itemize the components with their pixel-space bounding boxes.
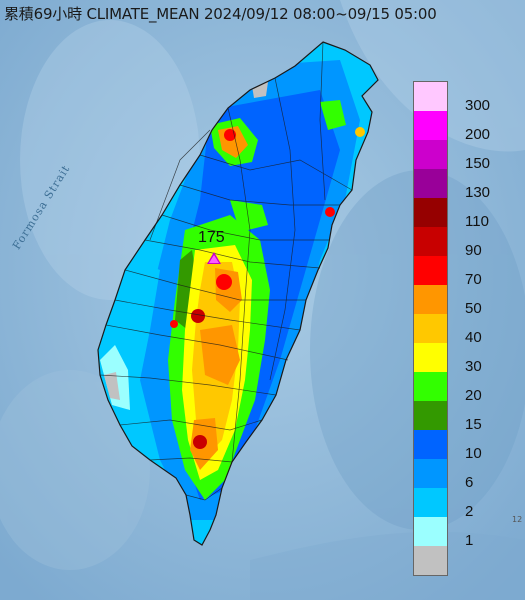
legend-label: 130 — [465, 184, 491, 201]
admin-boundaries — [99, 41, 353, 501]
legend-swatch — [414, 111, 447, 140]
no-rain-west — [104, 372, 120, 400]
legend-swatch — [414, 314, 447, 343]
rain-core-70mm-northwest — [224, 129, 236, 141]
island-outline — [97, 41, 379, 546]
legend-label: 90 — [465, 242, 482, 259]
legend-label: 70 — [465, 271, 482, 288]
legend-swatch — [414, 198, 447, 227]
legend-label: 15 — [465, 416, 482, 433]
legend-label: 1 — [465, 532, 474, 549]
rain-core-70mm-east — [325, 207, 335, 217]
legend-label: 6 — [465, 474, 474, 491]
legend-swatch — [414, 169, 447, 198]
legend-label: 200 — [465, 126, 491, 143]
peak-value-label: 175 — [198, 229, 225, 246]
legend-swatch — [414, 517, 447, 546]
rain-core-40mm-northeast — [355, 127, 365, 137]
legend-swatch — [414, 227, 447, 256]
legend-swatch — [414, 140, 447, 169]
rain-zone-50mm-central — [200, 325, 240, 385]
legend-label: 40 — [465, 329, 482, 346]
legend-swatch — [414, 372, 447, 401]
rain-core-70mm-west — [170, 320, 178, 328]
legend-label: 50 — [465, 300, 482, 317]
rain-zone-20mm-northeast — [320, 100, 346, 130]
triangle-marker-icon — [207, 252, 221, 264]
rain-core-90mm-south — [193, 435, 207, 449]
rain-zone-20mm-north — [230, 200, 268, 232]
color-legend — [413, 81, 448, 576]
legend-label: 30 — [465, 358, 482, 375]
legend-swatch — [414, 82, 447, 111]
legend-label: 110 — [465, 213, 489, 230]
edge-label: 12 — [512, 515, 523, 524]
legend-label: 150 — [465, 155, 491, 172]
legend-swatch — [414, 285, 447, 314]
map-title: 累積69小時 CLIMATE_MEAN 2024/09/12 08:00~09/… — [4, 5, 437, 23]
legend-swatch — [414, 430, 447, 459]
legend-label: 10 — [465, 445, 482, 462]
taiwan-island — [97, 41, 379, 546]
legend-swatch — [414, 546, 447, 575]
legend-swatch — [414, 401, 447, 430]
rain-core-90mm-central — [191, 309, 205, 323]
legend-label: 2 — [465, 503, 474, 520]
legend-swatch — [414, 256, 447, 285]
legend-swatch — [414, 488, 447, 517]
legend-label: 300 — [465, 97, 491, 114]
legend-label: 20 — [465, 387, 482, 404]
legend-swatch — [414, 459, 447, 488]
rain-core-70mm-peak — [216, 274, 232, 290]
legend-swatch — [414, 343, 447, 372]
